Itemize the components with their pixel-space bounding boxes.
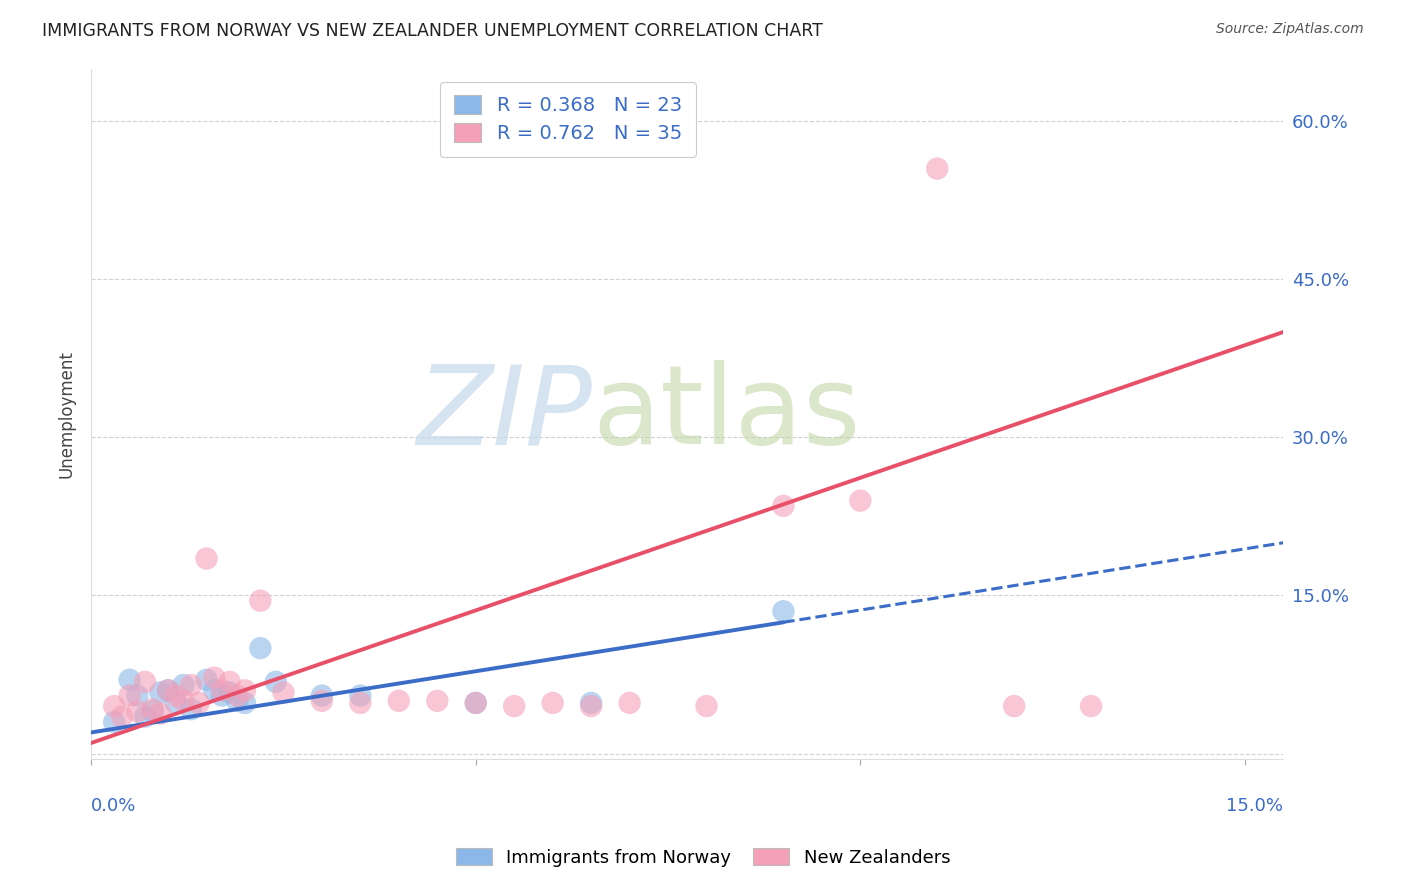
Point (349, 696, 371, 710)
Point (772, 499, 794, 513)
Point (103, 714, 125, 729)
Point (187, 696, 209, 710)
Point (273, 685, 295, 699)
Legend: Immigrants from Norway, New Zealanders: Immigrants from Norway, New Zealanders (449, 841, 957, 874)
Point (541, 696, 564, 710)
Point (619, 696, 641, 710)
Text: 0.0%: 0.0% (91, 797, 136, 814)
Point (426, 694, 449, 708)
Point (218, 674, 240, 689)
Y-axis label: Unemployment: Unemployment (58, 350, 75, 477)
Point (249, 641, 271, 656)
Point (195, 673, 218, 687)
Point (180, 678, 202, 692)
Point (142, 702, 165, 716)
Point (202, 683, 225, 698)
Point (233, 683, 256, 698)
Point (927, 161, 949, 176)
Text: IMMIGRANTS FROM NORWAY VS NEW ZEALANDER UNEMPLOYMENT CORRELATION CHART: IMMIGRANTS FROM NORWAY VS NEW ZEALANDER … (42, 22, 823, 40)
Point (134, 709, 156, 723)
Point (165, 696, 187, 710)
Point (211, 683, 233, 698)
Point (503, 699, 526, 714)
Text: ZIP: ZIP (416, 360, 592, 467)
Point (195, 551, 218, 566)
Point (172, 678, 194, 692)
Point (172, 694, 194, 708)
Point (127, 689, 149, 703)
Point (388, 694, 411, 708)
Point (464, 696, 486, 710)
Text: 15.0%: 15.0% (1226, 797, 1284, 814)
Point (157, 683, 180, 698)
Point (464, 696, 486, 710)
Point (149, 706, 172, 721)
Point (211, 689, 233, 703)
Point (142, 704, 165, 718)
Text: atlas: atlas (592, 360, 860, 467)
Point (149, 685, 172, 699)
Point (264, 674, 287, 689)
Point (157, 683, 180, 698)
Legend: R = 0.368   N = 23, R = 0.762   N = 35: R = 0.368 N = 23, R = 0.762 N = 35 (440, 82, 696, 157)
Point (249, 593, 271, 607)
Point (311, 689, 333, 703)
Point (134, 674, 156, 689)
Point (579, 699, 602, 714)
Point (1080, 699, 1102, 714)
Text: Source: ZipAtlas.com: Source: ZipAtlas.com (1216, 22, 1364, 37)
Point (695, 699, 717, 714)
Point (226, 689, 249, 703)
Point (1002, 699, 1025, 714)
Point (218, 685, 240, 699)
Point (772, 604, 794, 618)
Point (233, 696, 256, 710)
Point (849, 493, 872, 508)
Point (226, 694, 249, 708)
Point (165, 689, 187, 703)
Point (111, 709, 134, 723)
Point (349, 689, 371, 703)
Point (118, 673, 141, 687)
Point (202, 671, 225, 685)
Point (127, 704, 149, 718)
Point (180, 702, 202, 716)
Point (579, 696, 602, 710)
Point (118, 689, 141, 703)
Point (311, 694, 333, 708)
Point (103, 699, 125, 714)
